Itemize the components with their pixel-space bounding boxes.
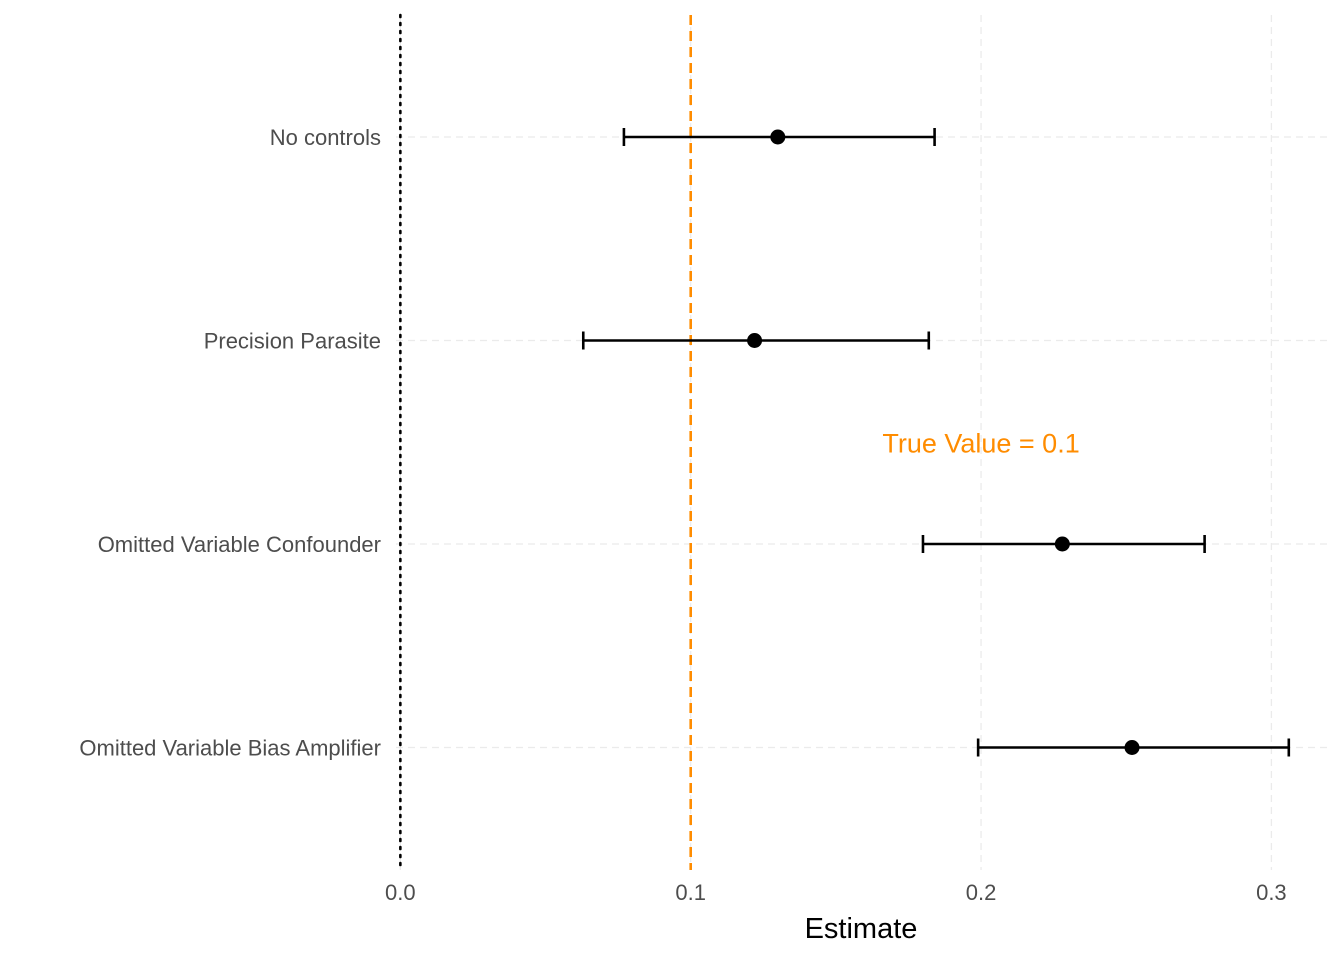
x-tick-label: 0.0 [385,880,416,905]
y-tick-label: Omitted Variable Bias Amplifier [79,736,381,761]
reference-lines [399,13,692,872]
y-tick-label: Precision Parasite [204,329,381,354]
y-tick-label: Omitted Variable Confounder [98,532,381,557]
error-bars [581,128,1291,757]
x-tick-label: 0.3 [1256,880,1287,905]
true-value-annotation: True Value = 0.1 [882,428,1079,458]
estimate-point [1124,740,1140,755]
x-tick-label: 0.1 [675,880,706,905]
y-axis-labels: No controls Precision Parasite Omitted Var… [79,125,381,761]
x-tick-label: 0.2 [966,880,997,905]
y-tick-label: No controls [270,125,381,150]
estimate-point [770,129,786,145]
x-axis-labels: 0.0 0.1 0.2 0.3 [385,880,1287,905]
grid-lines [396,15,1328,870]
estimate-point [747,333,763,348]
x-axis-title: Estimate [805,913,918,945]
estimate-point [1054,536,1070,552]
